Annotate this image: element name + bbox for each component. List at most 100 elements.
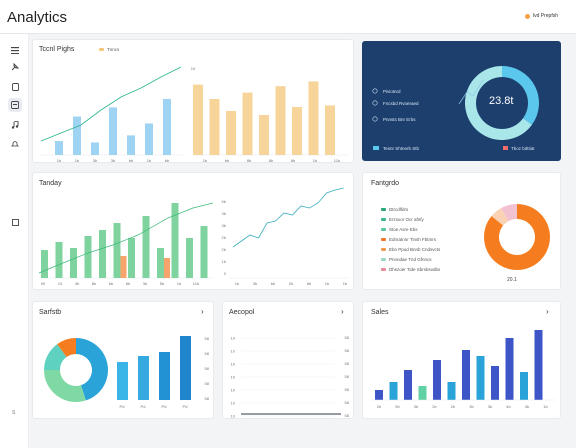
music-icon[interactable] (9, 119, 21, 131)
donut-slice (484, 204, 550, 270)
breakdown-donut (484, 204, 550, 270)
bar (209, 99, 220, 155)
legend-label: Stoe Asre Ebs (389, 227, 418, 232)
bar (193, 84, 203, 155)
x-tick: bb (109, 281, 114, 286)
x-tick: 4b (506, 404, 511, 409)
bar (404, 370, 412, 400)
y-tick: 58 (345, 387, 350, 392)
y-tick: 58 (205, 381, 210, 386)
bar (308, 81, 319, 155)
legend-item: Dtrcdlfdrs (381, 207, 408, 212)
y-tick: 10 (231, 375, 236, 380)
legend-label: Ednratnnr Tinsh Fbtmrs (389, 237, 437, 242)
legend-swatch (99, 48, 104, 51)
top-bar: Analytics Ivd Prepfsh (0, 0, 576, 34)
chevron-right-icon[interactable]: › (546, 307, 549, 316)
y-tick: 10 (231, 349, 236, 354)
breakdown-card: Fantgrdo Dtrcdlfdrs Erzsvor Ocr afnfy Stoe… (362, 172, 561, 290)
bar (73, 116, 81, 155)
bar (505, 338, 514, 400)
summary-link-right[interactable]: Tboz bdttiat (511, 146, 535, 151)
breakdown-footer: 20.1 (507, 277, 517, 283)
y-tick: 10 (231, 401, 236, 406)
x-tick: 1b (75, 158, 80, 163)
legend-label: Dhszoer Tide Sbrsbsvdbs (389, 267, 441, 272)
bar (462, 350, 470, 400)
bell-icon[interactable] (9, 138, 21, 150)
summary-bullet (372, 116, 378, 122)
menu-icon[interactable] (9, 44, 21, 56)
legend-item: Erzsvor Ocr afnfy (381, 217, 424, 222)
legend-item: Pnnndae Tnd Gfnncs (381, 257, 431, 262)
square-icon[interactable] (9, 216, 21, 228)
bar (491, 366, 499, 400)
accepted-card: Aecopol › 10 10 10 10 10 10 10 58 58 58 58 58 58 58 (222, 301, 354, 419)
legend-swatch (381, 268, 386, 271)
link-swatch (503, 146, 508, 150)
x-tick: 10 (58, 281, 63, 286)
x-tick: bb (165, 158, 170, 163)
app-title: Analytics (7, 9, 68, 26)
user-menu[interactable]: Ivd Prepfsh (524, 13, 558, 19)
legend-label: Erzsvor Ocr afnfy (389, 217, 424, 222)
bar (84, 236, 92, 278)
summary-card: Piviotnrd Fncsbd Rvoeraed Pnnsts Bnr Erb… (362, 41, 561, 161)
summary-link-left[interactable]: Tesnr Shtnerb Stb (383, 146, 420, 151)
y-tick: 58 (345, 374, 350, 379)
trend-line (40, 66, 182, 142)
bar (128, 238, 135, 278)
accepted-chart: 10 10 10 10 10 10 10 58 58 58 58 58 58 58 (231, 335, 350, 419)
card-title: Tanday (39, 180, 62, 187)
bar (447, 382, 456, 400)
y-tick: 10 (231, 336, 236, 341)
y-tick: 3b (222, 223, 227, 228)
bar (418, 386, 427, 400)
archive-icon[interactable] (8, 98, 22, 112)
document-icon[interactable] (9, 81, 21, 93)
bar (70, 248, 77, 278)
x-tick: 5b (160, 281, 165, 286)
chevron-right-icon[interactable]: › (341, 307, 344, 316)
x-tick: Pd (183, 404, 188, 409)
today-card: Tanday 90 10 4b 8b bb 8b 3b 5b 1b 11b 5b 3b 3b 2b 2b 1b… (32, 172, 354, 290)
pin-icon[interactable] (9, 61, 21, 73)
bar (117, 362, 128, 400)
x-tick: 3b (143, 281, 148, 286)
y-tick: 58 (345, 335, 350, 340)
legend-swatch (381, 258, 386, 261)
bar (164, 258, 170, 278)
bar (55, 141, 63, 155)
x-tick: 3b (414, 404, 419, 409)
y-tick: 58 (345, 361, 350, 366)
donut-slice (44, 370, 86, 402)
bar (109, 107, 117, 155)
y-tick: 58 (205, 351, 210, 356)
card-title: Sales (371, 309, 389, 316)
sources-chart: Pd Pd Pd Pd 58 58 58 58 58 (44, 336, 210, 409)
traffic-card: Tccnl Pighs Tnncs 10 1b 1b 3b 3b bb 1b bb 1b bb 8b… (32, 39, 354, 163)
x-tick: Pd (120, 404, 125, 409)
x-tick: 2b (289, 281, 294, 286)
trend-line (458, 79, 484, 105)
link-swatch (373, 146, 379, 150)
bar (127, 135, 135, 155)
legend-item: Dhszoer Tide Sbrsbsvdbs (381, 267, 440, 272)
sources-card: Sarfstb › Pd Pd Pd Pd 58 58 58 58 58 (32, 301, 214, 419)
x-tick: 1b (235, 281, 240, 286)
legend-swatch (381, 248, 386, 251)
x-tick: 8b (92, 281, 97, 286)
y-tick: 58 (345, 400, 350, 405)
x-tick: 3b (93, 158, 98, 163)
x-tick: 11b (193, 281, 200, 286)
bar (389, 382, 398, 400)
summary-item: Piviotnrd (383, 89, 401, 94)
chevron-right-icon[interactable]: › (201, 307, 204, 316)
bar (55, 242, 63, 278)
y-tick: 10 (231, 414, 236, 419)
x-tick: 8b (307, 281, 312, 286)
legend-swatch (381, 238, 386, 241)
bar (226, 111, 236, 155)
trend-line (38, 202, 214, 274)
summary-item: Pnnsts Bnr Erbs (383, 117, 416, 122)
